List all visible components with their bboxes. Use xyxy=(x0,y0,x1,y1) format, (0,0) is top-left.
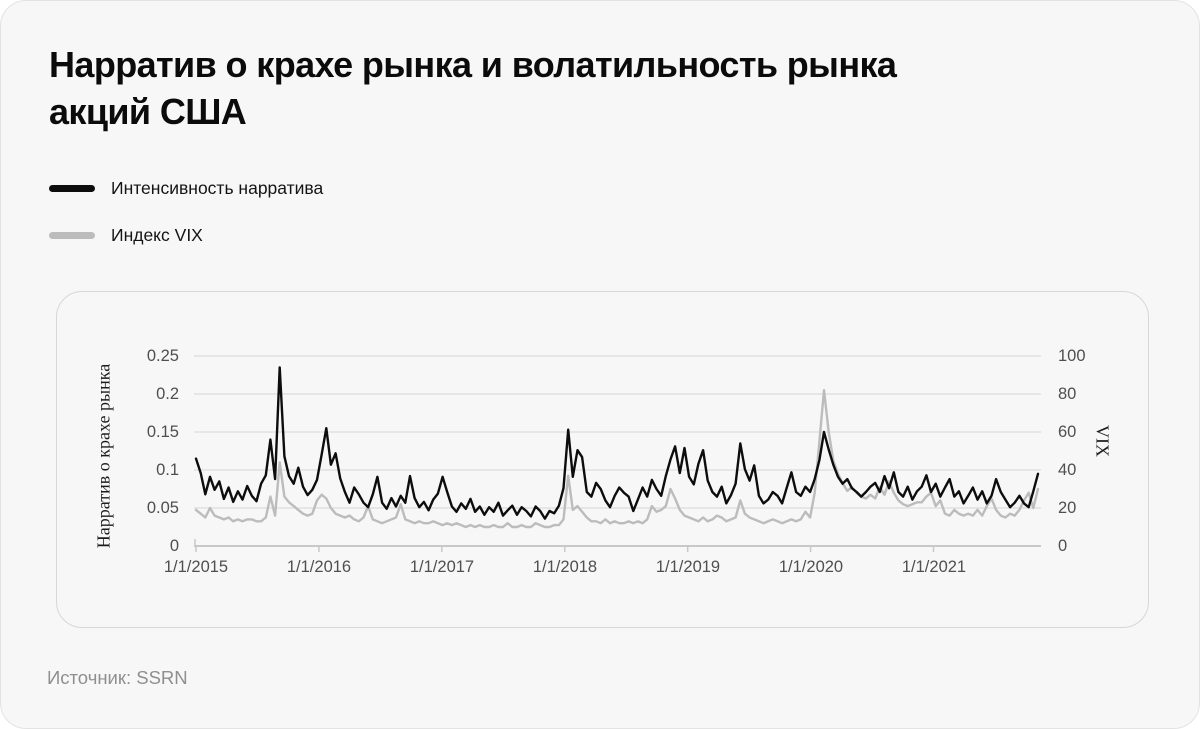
y-right-tick: 80 xyxy=(1058,385,1077,403)
y-left-tick: 0.15 xyxy=(146,423,179,441)
x-tick: 1/1/2018 xyxy=(532,558,598,576)
x-tick: 1/1/2021 xyxy=(901,558,967,576)
y-right-tick: 40 xyxy=(1058,461,1077,479)
x-tick: 1/1/2019 xyxy=(655,558,721,576)
x-tick: 1/1/2015 xyxy=(163,558,229,576)
y-right-tick: 20 xyxy=(1058,499,1077,517)
legend-label-narrative: Интенсивность нарратива xyxy=(111,177,324,198)
legend-item-vix: Индекс VIX xyxy=(49,220,323,250)
page-title-line2: акций США xyxy=(49,91,247,132)
y-right-axis-title: VIX xyxy=(1092,425,1113,457)
x-tick: 1/1/2016 xyxy=(286,558,352,576)
x-tick: 1/1/2020 xyxy=(778,558,844,576)
x-tick: 1/1/2017 xyxy=(409,558,475,576)
vix-line-swatch xyxy=(49,231,95,239)
legend: Интенсивность нарратива Индекс VIX xyxy=(49,173,323,267)
chart-panel xyxy=(56,291,1149,628)
y-right-tick: 0 xyxy=(1058,537,1068,555)
y-right-tick: 60 xyxy=(1058,423,1077,441)
y-left-tick: 0.05 xyxy=(146,499,179,517)
page-title-line1: Нарратив о крахе рынка и волатильность р… xyxy=(49,44,897,85)
legend-label-vix: Индекс VIX xyxy=(111,224,203,245)
source-note: Источник: SSRN xyxy=(47,667,188,688)
y-left-axis-title: Нарратив о крахе рынка xyxy=(93,363,114,549)
y-left-tick: 0.2 xyxy=(156,385,179,403)
legend-item-narrative: Интенсивность нарратива xyxy=(49,173,323,203)
y-left-tick: 0.25 xyxy=(146,347,179,365)
y-left-tick: 0 xyxy=(169,537,179,555)
y-left-tick: 0.1 xyxy=(156,461,179,479)
y-right-tick: 100 xyxy=(1058,347,1086,365)
page-title: Нарратив о крахе рынка и волатильность р… xyxy=(49,41,1129,135)
narrative-line-swatch xyxy=(49,184,95,192)
